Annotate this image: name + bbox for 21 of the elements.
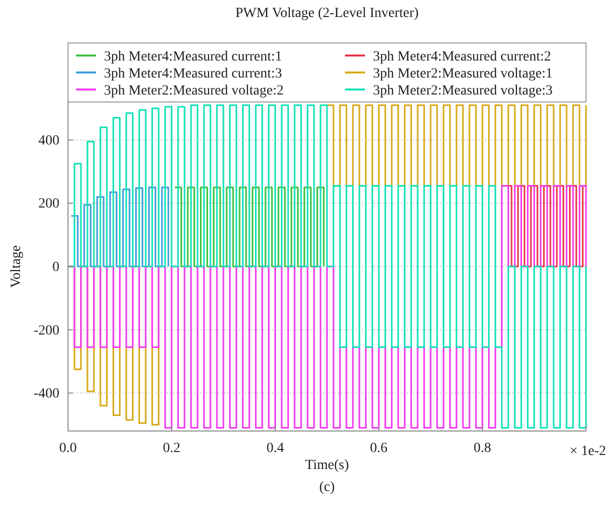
x-tick-label: 0.0	[59, 441, 77, 456]
y-tick-label: 200	[38, 196, 60, 212]
y-axis-title: Voltage	[9, 245, 24, 288]
legend-label: 3ph Meter4:Measured current:3	[104, 66, 282, 82]
x-axis-title: Time(s)	[305, 458, 350, 473]
x-tick-label: 0.2	[162, 441, 180, 456]
legend-label: 3ph Meter2:Measured voltage:1	[373, 66, 553, 82]
text: (c)	[319, 480, 336, 495]
x-tick-label: 0.8	[474, 441, 492, 456]
legend-label: 3ph Meter2:Measured voltage:2	[104, 84, 284, 98]
y-tick-label: 400	[38, 133, 60, 148]
legend-label: 3ph Meter4:Measured current:1	[104, 50, 282, 64]
legend-label: 3ph Meter2:Measured voltage:3	[373, 84, 553, 98]
x-tick-label: 0.4	[266, 441, 284, 456]
y-tick-label: 0	[52, 260, 60, 275]
y-tick-label: -400	[34, 386, 60, 402]
legend-label: 3ph Meter4:Measured current:2	[373, 50, 552, 64]
text: × 1e-2	[570, 444, 606, 459]
x-tick-label: 0.6	[370, 441, 388, 456]
y-tick-label: -200	[34, 323, 60, 338]
chart-title: PWM Voltage (2-Level Inverter)	[235, 6, 420, 21]
